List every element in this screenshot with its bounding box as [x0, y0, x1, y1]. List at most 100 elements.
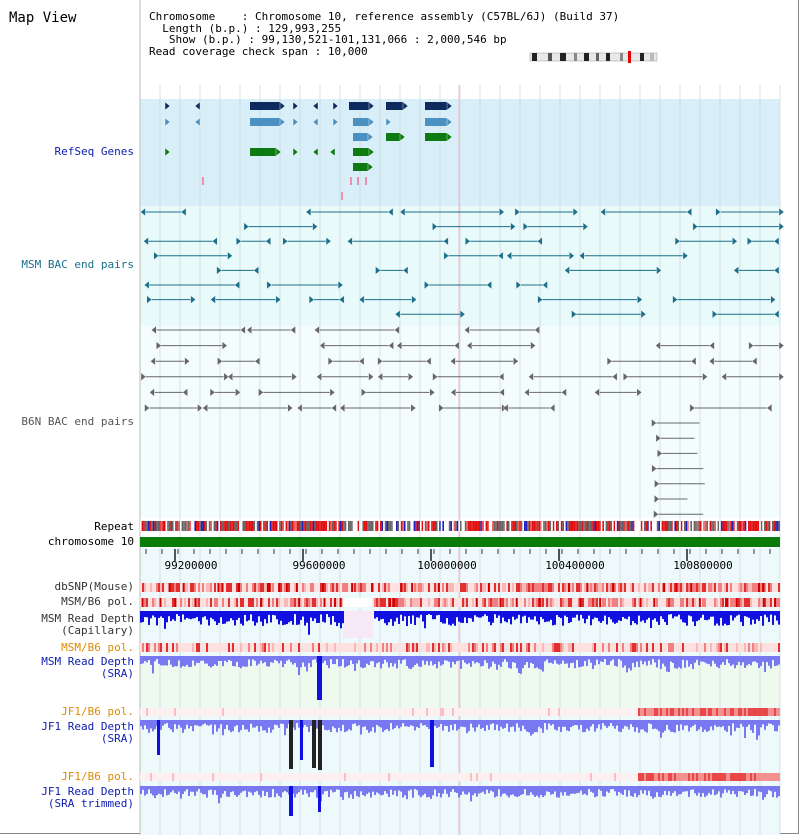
dbsnp-cell-strong [268, 583, 271, 592]
jf1-b6-pol-cell [506, 708, 508, 716]
jf1-trimmed-depth [528, 786, 530, 796]
msm-b6-pol-sra-cell [696, 643, 698, 652]
msm-capillary-depth [198, 611, 200, 622]
jf1-sra-depth [528, 720, 530, 733]
jf1-trimmed-depth [148, 786, 150, 790]
jf1-b6-pol-cell [686, 708, 688, 716]
jf1-b6-pol-trim-cell [660, 773, 662, 781]
track-label-jf1-depth-trimmed[interactable]: JF1 Read Depth (SRA trimmed) [41, 785, 134, 810]
track-label-dbsnp[interactable]: dbSNP(Mouse) [54, 580, 134, 593]
msm-sra-depth [408, 656, 410, 669]
jf1-trimmed-depth [722, 786, 724, 794]
dbsnp-cell-strong [266, 583, 269, 592]
dbsnp-cell [160, 583, 162, 592]
jf1-b6-pol-cell [678, 708, 680, 716]
msm-b6-pol-sra-cell [414, 643, 416, 652]
track-label-msm-b6-pol-2[interactable]: MSM/B6 pol. [61, 641, 134, 654]
msm-sra-depth [734, 656, 736, 669]
msm-b6-pol-sra-cell [516, 643, 518, 652]
jf1-b6-pol-trim-cell [208, 773, 210, 781]
dbsnp-cell [310, 583, 312, 592]
jf1-b6-pol-cell [362, 708, 364, 716]
jf1-b6-pol-cell [598, 708, 600, 716]
msm-b6-pol-cell [494, 598, 496, 607]
repeat-element [189, 521, 192, 531]
msm-capillary-depth [270, 611, 272, 623]
msm-bac-pair-end [486, 280, 492, 290]
track-label-msm-depth-capillary[interactable]: MSM Read Depth (Capillary) [41, 612, 134, 637]
dbsnp-cell [378, 583, 380, 592]
msm-capillary-depth [220, 611, 222, 618]
msm-b6-pol-sra-cell [714, 643, 716, 652]
jf1-b6-pol-trim-cell [604, 773, 606, 781]
track-label-b6n-bac[interactable]: B6N BAC end pairs [21, 415, 134, 428]
jf1-b6-pol-cell [206, 708, 208, 716]
msm-capillary-depth [772, 611, 774, 625]
dbsnp-cell [370, 583, 372, 592]
track-label-repeat[interactable]: Repeat [94, 520, 134, 533]
jf1-sra-depth [776, 720, 778, 732]
jf1-b6-pol-trim-cell [324, 773, 326, 781]
msm-sra-depth [356, 656, 358, 664]
track-label-jf1-b6-pol-1[interactable]: JF1/B6 pol. [61, 705, 134, 718]
jf1-trimmed-depth [576, 786, 578, 794]
jf1-sra-depth [176, 720, 178, 729]
jf1-trimmed-depth [194, 786, 196, 796]
msm-b6-pol-sra-cell [682, 643, 684, 652]
jf1-sra-depth [678, 720, 680, 732]
jf1-trimmed-depth [744, 786, 746, 796]
msm-b6-pol-sra-cell [196, 643, 198, 652]
jf1-sra-depth [200, 720, 202, 727]
refseq-gene [250, 102, 280, 110]
msm-b6-pol-sra-cell [384, 643, 386, 652]
jf1-b6-pol-cell [582, 708, 584, 716]
dbsnp-cell [514, 583, 516, 592]
jf1-b6-pol-cell [400, 708, 402, 716]
jf1-trimmed-depth [772, 786, 774, 798]
msm-b6-pol-sra-cell [218, 643, 220, 652]
msm-capillary-depth [722, 611, 724, 626]
jf1-trimmed-depth [624, 786, 626, 790]
repeat-element [685, 521, 688, 531]
msm-sra-depth [618, 656, 620, 660]
jf1-b6-pol-trim-cell [492, 773, 494, 781]
dbsnp-cell [776, 583, 778, 592]
msm-sra-depth [402, 656, 404, 660]
dbsnp-cell [446, 583, 448, 592]
dbsnp-cell [334, 583, 336, 592]
msm-capillary-depth [336, 611, 338, 627]
jf1-b6-pol-cell [292, 708, 294, 716]
track-label-msm-depth-sra[interactable]: MSM Read Depth (SRA) [41, 655, 134, 680]
dbsnp-cell [752, 583, 754, 592]
track-label-jf1-b6-pol-2[interactable]: JF1/B6 pol. [61, 770, 134, 783]
jf1-sra-depth [558, 720, 560, 727]
jf1-b6-pol-trim-cell [504, 773, 506, 781]
jf1-b6-pol-trim-cell [290, 773, 292, 781]
dbsnp-cell [628, 583, 630, 592]
chromosome-value: Chromosome 10, reference assembly (C57BL… [254, 10, 620, 23]
repeat-element [690, 521, 692, 531]
repeat-element [474, 521, 476, 531]
repeat-element [359, 521, 361, 531]
msm-bac-pair-end [572, 207, 579, 217]
jf1-b6-pol-trim-cell [274, 773, 276, 781]
dbsnp-cell [490, 583, 492, 592]
jf1-b6-pol-trim-cell [384, 773, 386, 781]
track-label-jf1-depth-sra[interactable]: JF1 Read Depth (SRA) [41, 720, 134, 745]
jf1-sra-depth [472, 720, 474, 728]
repeat-element [372, 521, 374, 531]
jf1-trimmed-depth [466, 786, 468, 795]
refseq-gene-arrow [312, 117, 319, 127]
jf1-b6-pol-trim-cell [220, 773, 222, 781]
repeat-element [735, 521, 737, 531]
track-label-refseq[interactable]: RefSeq Genes [54, 145, 134, 158]
track-label-msm-bac[interactable]: MSM BAC end pairs [21, 258, 134, 271]
msm-b6-pol-sra-cell [446, 643, 448, 652]
msm-b6-pol-sra-cell [610, 643, 612, 652]
dbsnp-cell [556, 583, 558, 592]
dbsnp-cell-strong [437, 583, 440, 592]
msm-b6-pol-sra-cell [706, 643, 708, 652]
track-label-msm-b6-pol-1[interactable]: MSM/B6 pol. [61, 595, 134, 608]
dbsnp-cell [236, 583, 238, 592]
msm-capillary-depth [388, 611, 390, 623]
